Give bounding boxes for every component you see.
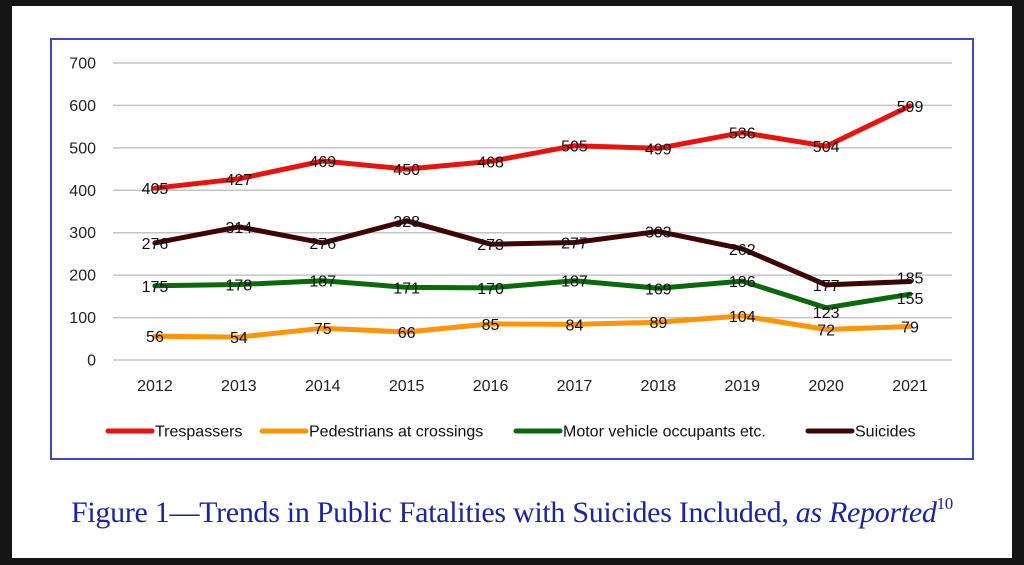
series-line-pedestrians-at-crossings: [152, 313, 913, 340]
x-tick-label: 2019: [724, 378, 760, 395]
data-label: 599: [897, 99, 924, 116]
y-tick-label: 400: [69, 183, 96, 200]
data-label: 175: [142, 279, 169, 296]
data-label: 171: [393, 280, 420, 297]
legend-label: Trespassers: [155, 424, 242, 441]
y-tick-label: 500: [69, 140, 96, 157]
data-label: 277: [561, 235, 588, 252]
x-tick-label: 2021: [892, 378, 928, 395]
data-label: 169: [645, 281, 672, 298]
legend-label: Motor vehicle occupants etc.: [563, 424, 766, 441]
data-label: 54: [230, 330, 248, 347]
y-tick-label: 200: [69, 268, 96, 285]
data-label: 170: [477, 281, 504, 298]
data-label: 84: [566, 317, 584, 334]
gridlines: [113, 62, 952, 361]
data-label: 79: [901, 319, 919, 336]
data-label: 314: [225, 220, 252, 237]
data-labels: 405 427 469 450 468 505 499 536 504 599 56 54 75 66 85…: [142, 99, 924, 347]
data-label: 505: [561, 139, 588, 156]
data-label: 328: [393, 214, 420, 231]
data-label: 450: [393, 162, 420, 179]
data-label: 177: [813, 278, 840, 295]
caption-footnote: 10: [936, 494, 954, 513]
data-label: 468: [477, 154, 504, 171]
data-label: 89: [649, 315, 667, 332]
x-tick-label: 2014: [305, 378, 341, 395]
data-label: 303: [645, 224, 672, 241]
data-label: 427: [225, 172, 252, 189]
series-lines: [152, 103, 913, 340]
series-line-motor-vehicle-occupants-etc: [152, 278, 913, 311]
y-tick-label: 300: [69, 225, 96, 242]
x-tick-label: 2018: [641, 378, 677, 395]
chart-frame: [50, 38, 974, 460]
figure-caption: Figure 1—Trends in Public Fatalities wit…: [0, 494, 1024, 530]
x-tick-label: 2012: [137, 378, 173, 395]
data-label: 56: [146, 329, 164, 346]
x-tick-label: 2013: [221, 378, 257, 395]
x-tick-label: 2020: [808, 378, 844, 395]
data-label: 72: [817, 322, 835, 339]
data-label: 155: [897, 291, 924, 308]
legend-label: Pedestrians at crossings: [309, 424, 483, 441]
data-label: 185: [897, 271, 924, 288]
y-tick-label: 0: [87, 353, 96, 370]
data-label: 123: [813, 305, 840, 322]
data-label: 178: [225, 277, 252, 294]
y-tick-label: 100: [69, 310, 96, 327]
data-label: 66: [398, 325, 416, 342]
data-label: 104: [729, 309, 756, 326]
data-label: 75: [314, 321, 332, 338]
data-label: 85: [482, 317, 500, 334]
data-label: 276: [309, 236, 336, 253]
data-label: 499: [645, 141, 672, 158]
data-label: 276: [142, 236, 169, 253]
x-tick-label: 2015: [389, 378, 425, 395]
data-label: 536: [729, 126, 756, 143]
caption-italic: as Reported: [795, 496, 937, 529]
data-label: 262: [729, 242, 756, 259]
legend-label: Suicides: [855, 424, 915, 441]
data-label: 469: [309, 154, 336, 171]
x-axis-ticks: 2012 2013 2014 2015 2016 2017 2018 2019 2020 2021: [137, 378, 928, 395]
data-label: 187: [561, 274, 588, 291]
data-label: 273: [477, 237, 504, 254]
caption-text: Figure 1—Trends in Public Fatalities wit…: [71, 496, 789, 529]
data-label: 405: [142, 181, 169, 198]
series-line-trespassers: [152, 103, 913, 191]
y-tick-label: 700: [69, 56, 96, 73]
x-tick-label: 2017: [557, 378, 593, 395]
x-tick-label: 2016: [473, 378, 509, 395]
data-label: 186: [729, 274, 756, 291]
legend: Trespassers Pedestrians at crossings Motor…: [105, 424, 915, 441]
data-label: 504: [813, 139, 840, 156]
series-line-suicides: [152, 218, 913, 288]
data-label: 187: [309, 274, 336, 291]
y-tick-label: 600: [69, 98, 96, 115]
y-axis-ticks: 0 100 200 300 400 500 600 700: [69, 56, 96, 370]
